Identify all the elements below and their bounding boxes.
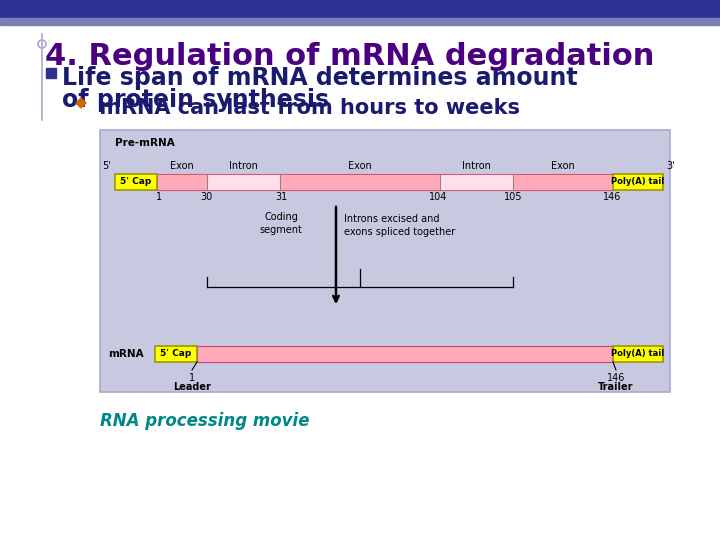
Bar — [440, 174, 513, 190]
Text: 5' Cap: 5' Cap — [120, 178, 152, 186]
Text: RNA processing movie: RNA processing movie — [100, 412, 310, 430]
Text: 1: 1 — [156, 192, 162, 202]
Text: 146: 146 — [607, 373, 625, 383]
Text: mRNA: mRNA — [108, 349, 143, 359]
Text: 5': 5' — [103, 161, 112, 171]
Text: 31: 31 — [275, 192, 287, 202]
Text: Exon: Exon — [348, 161, 372, 171]
Text: Poly(A) tail: Poly(A) tail — [611, 349, 665, 359]
Text: 104: 104 — [428, 192, 447, 202]
Bar — [155, 346, 197, 362]
Text: 4. Regulation of mRNA degradation: 4. Regulation of mRNA degradation — [45, 42, 654, 71]
Bar — [115, 174, 157, 190]
Text: 146: 146 — [603, 192, 621, 202]
Text: Pre-mRNA: Pre-mRNA — [115, 138, 175, 148]
Bar — [207, 174, 280, 190]
Text: Poly(A) tail: Poly(A) tail — [611, 178, 665, 186]
Text: 30: 30 — [200, 192, 212, 202]
Text: Exon: Exon — [551, 161, 575, 171]
Text: 1: 1 — [189, 373, 195, 383]
Bar — [157, 174, 613, 190]
Bar — [0, 18, 720, 25]
Bar — [0, 0, 720, 18]
Bar — [613, 346, 663, 362]
Bar — [513, 174, 613, 190]
Bar — [613, 174, 663, 190]
Bar — [46, 68, 56, 78]
Text: mRNA can last from hours to weeks: mRNA can last from hours to weeks — [92, 98, 520, 118]
FancyBboxPatch shape — [100, 130, 670, 392]
Text: Intron: Intron — [462, 161, 490, 171]
Text: Trailer: Trailer — [598, 382, 634, 392]
Text: Life span of mRNA determines amount: Life span of mRNA determines amount — [62, 66, 577, 90]
Polygon shape — [76, 98, 86, 108]
Text: 105: 105 — [505, 192, 523, 202]
Text: Intron: Intron — [229, 161, 258, 171]
Bar — [197, 346, 613, 362]
Text: Exon: Exon — [170, 161, 194, 171]
Text: 5' Cap: 5' Cap — [161, 349, 192, 359]
Text: of protein synthesis: of protein synthesis — [62, 88, 329, 112]
Bar — [157, 174, 207, 190]
Bar — [280, 174, 440, 190]
Text: Introns excised and
exons spliced together: Introns excised and exons spliced togeth… — [344, 214, 455, 237]
Text: Coding
segment: Coding segment — [259, 212, 302, 235]
Text: 3': 3' — [667, 161, 675, 171]
Text: Leader: Leader — [173, 382, 211, 392]
